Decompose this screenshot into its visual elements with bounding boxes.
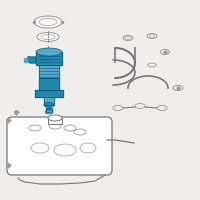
Polygon shape bbox=[28, 57, 36, 63]
Polygon shape bbox=[24, 58, 28, 62]
FancyBboxPatch shape bbox=[7, 117, 112, 175]
Ellipse shape bbox=[37, 32, 59, 42]
Ellipse shape bbox=[48, 115, 62, 121]
Polygon shape bbox=[39, 65, 59, 78]
Ellipse shape bbox=[36, 48, 62, 56]
Polygon shape bbox=[48, 118, 62, 124]
Ellipse shape bbox=[44, 102, 54, 108]
Polygon shape bbox=[36, 52, 62, 65]
Ellipse shape bbox=[45, 110, 53, 114]
Polygon shape bbox=[35, 90, 63, 97]
Polygon shape bbox=[46, 108, 52, 112]
Polygon shape bbox=[39, 78, 59, 90]
Ellipse shape bbox=[34, 16, 62, 28]
Polygon shape bbox=[44, 97, 54, 105]
